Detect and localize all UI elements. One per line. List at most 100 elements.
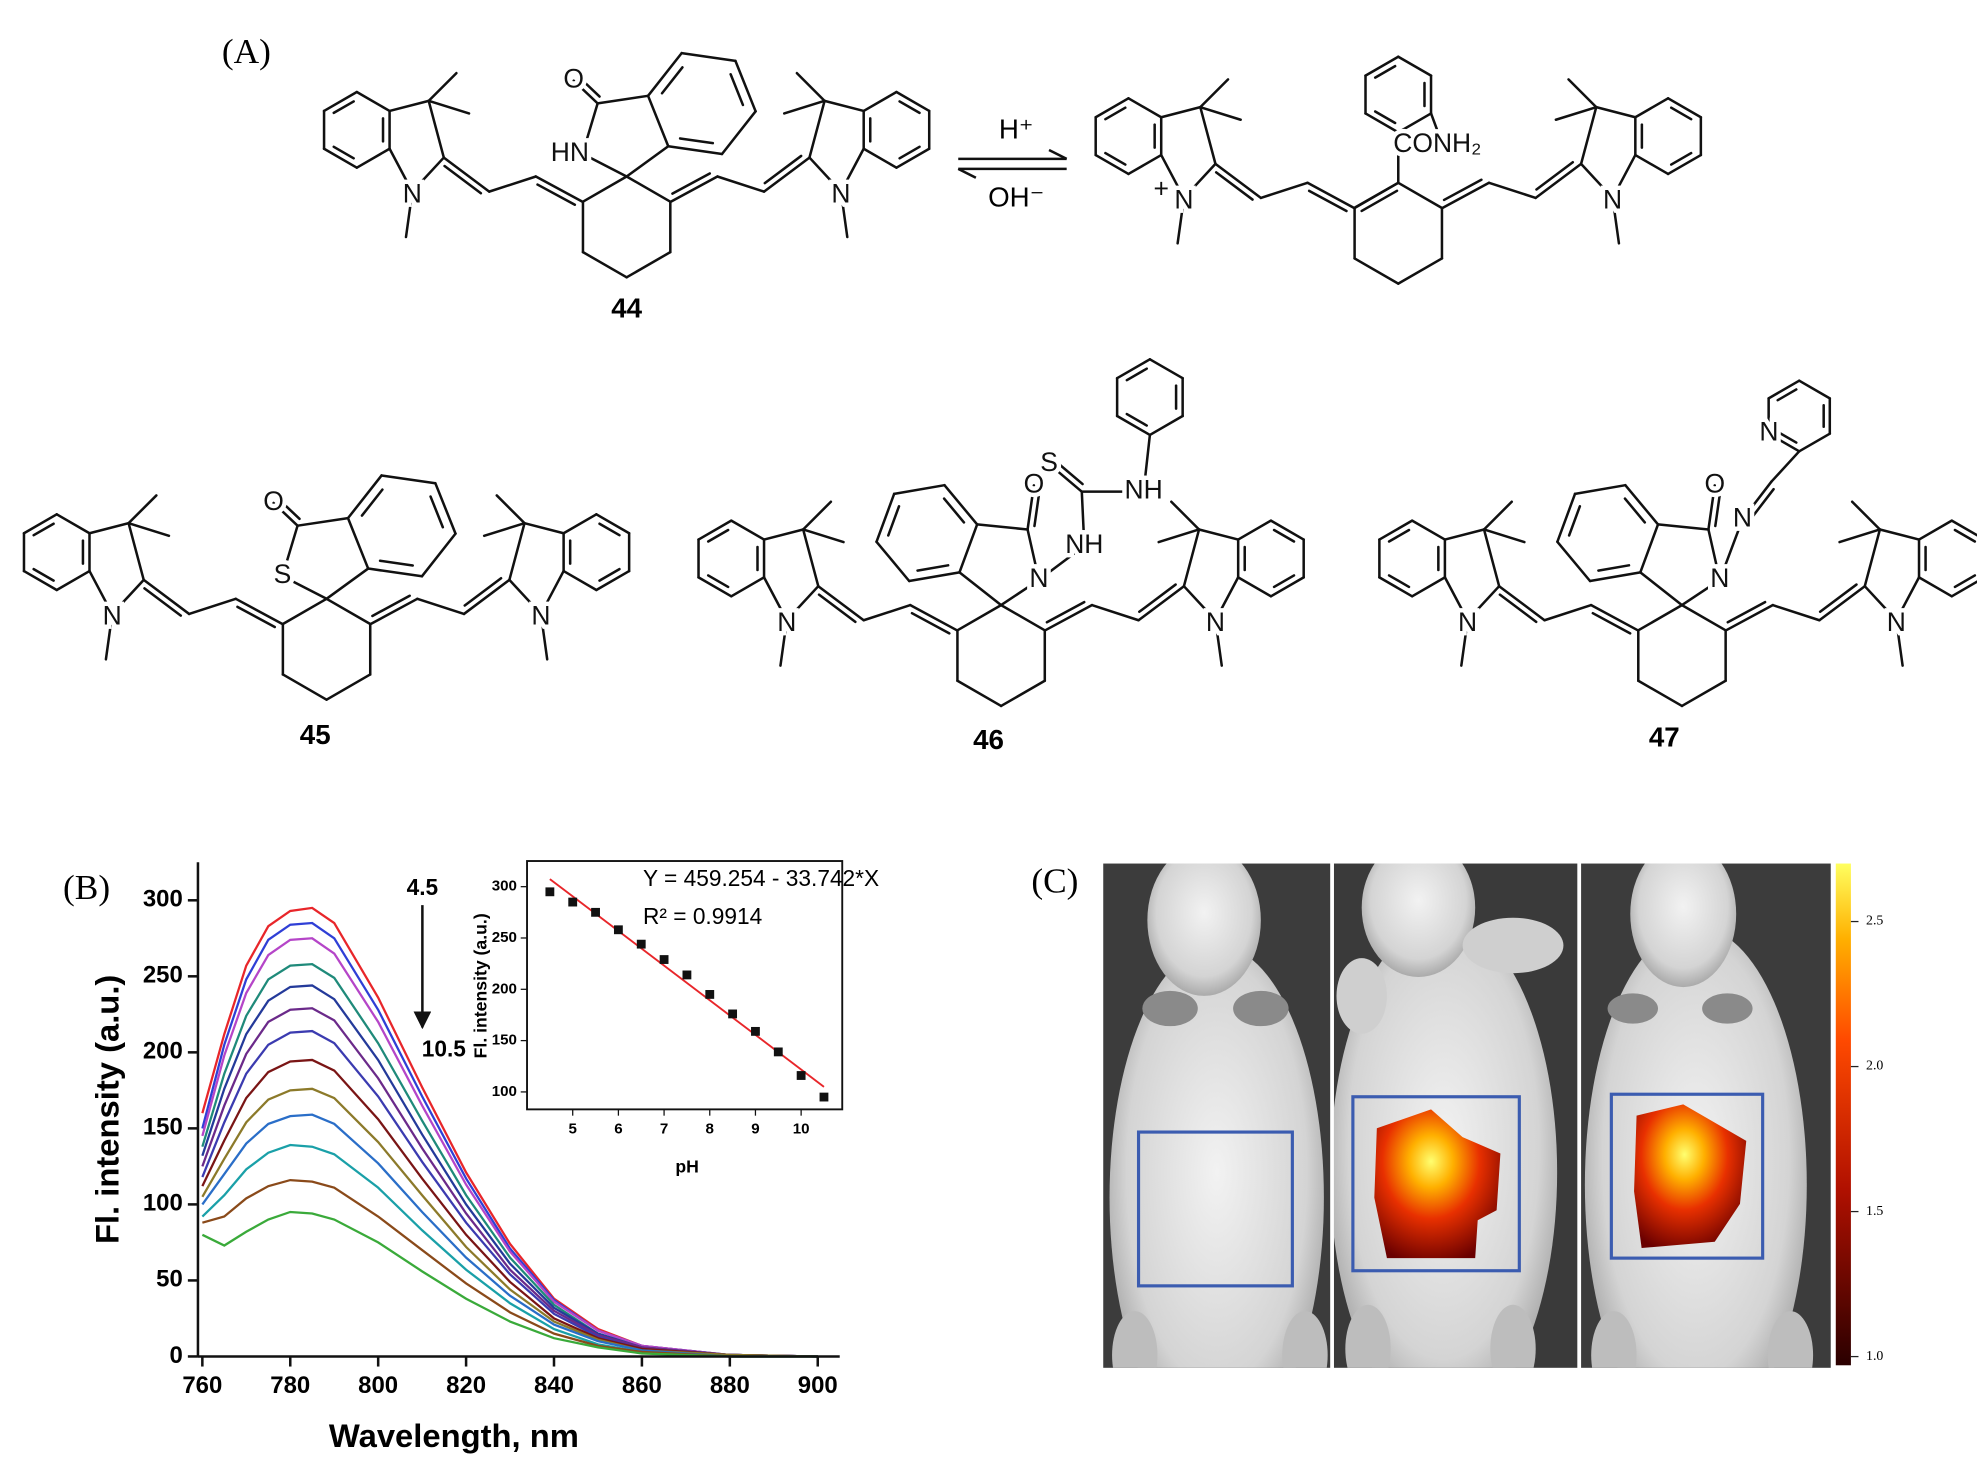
bond (369, 597, 419, 626)
y-tick-label: 150 (492, 1032, 517, 1049)
scatter-point (568, 897, 578, 907)
bond (975, 523, 1029, 531)
bond (332, 100, 355, 115)
bond (1588, 571, 1642, 583)
bond (817, 584, 865, 622)
bond (808, 156, 843, 193)
bond (322, 147, 359, 169)
bond (322, 90, 359, 113)
x-axis-title: pH (675, 1156, 699, 1176)
bond (1953, 574, 1977, 589)
atom-label: N (531, 601, 550, 631)
atom-label: N (1887, 607, 1906, 637)
bond (1142, 433, 1152, 493)
y-tick-label: 150 (143, 1114, 183, 1141)
bond (281, 524, 299, 578)
bond (1397, 181, 1444, 210)
bond (1634, 153, 1670, 176)
x-tick-label: 880 (710, 1372, 750, 1399)
x-tick-label: 860 (622, 1372, 662, 1399)
reagent: OH⁻ (988, 182, 1044, 213)
bond (1387, 574, 1411, 589)
atom-label: NH (1065, 529, 1103, 559)
bond (581, 102, 599, 156)
bond (1269, 576, 1305, 598)
bond (646, 94, 670, 148)
bond (1170, 500, 1201, 531)
bond (1148, 358, 1184, 380)
bond (1094, 153, 1130, 176)
bond (1917, 576, 1954, 598)
bond (1850, 500, 1882, 531)
atom-label: N (1174, 185, 1193, 215)
x-tick-label: 840 (534, 1372, 574, 1399)
bond (1441, 181, 1491, 210)
bond (1482, 500, 1514, 531)
bond (1443, 528, 1486, 541)
bond (127, 521, 145, 582)
atom-label: N (1710, 563, 1729, 593)
bond (1637, 603, 1684, 632)
bond (1776, 430, 1798, 444)
bond (1115, 414, 1152, 437)
bond (1771, 603, 1821, 622)
bond (1878, 528, 1921, 541)
bond (1047, 462, 1084, 493)
atom-label: O (563, 64, 584, 94)
r-squared: R² = 0.9914 (643, 903, 762, 929)
bond (1373, 64, 1397, 79)
bond (1611, 153, 1637, 200)
bond (1214, 162, 1263, 200)
atom-label: S (274, 559, 292, 589)
panel-label: (A) (222, 32, 271, 71)
bond (416, 597, 466, 616)
bond (581, 250, 628, 279)
bond (1045, 600, 1086, 624)
x-tick-label: 8 (706, 1121, 714, 1138)
spectrum-line (201, 1007, 818, 1358)
equation: Y = 459.254 - 33.742*X (643, 865, 879, 891)
bond (1387, 528, 1411, 543)
y-tick-label: 250 (143, 962, 183, 989)
bond (1579, 105, 1598, 166)
bond (1591, 611, 1632, 635)
bond (1567, 78, 1598, 109)
bond (332, 145, 355, 160)
spectrum-line (201, 1087, 818, 1358)
scatter-point (796, 1071, 806, 1080)
bond (427, 99, 471, 115)
bond (779, 618, 789, 667)
bond (706, 528, 730, 543)
bond (1741, 480, 1773, 521)
spectrum-line (202, 1178, 818, 1358)
bond (281, 574, 328, 601)
y-axis-title: Fl. intensity (a.u.) (89, 975, 126, 1244)
bond (380, 474, 437, 485)
scatter-point (682, 970, 692, 980)
bond (1680, 679, 1727, 708)
bond (1353, 257, 1400, 285)
atom-label: S (1040, 447, 1058, 477)
bond (892, 483, 946, 496)
bond (1125, 412, 1149, 427)
bond (1269, 519, 1305, 541)
bond (110, 578, 145, 616)
bond (1352, 181, 1400, 210)
colorbar-tick-label: 2.0 (1866, 1058, 1883, 1073)
bond (910, 611, 951, 635)
bond (581, 175, 628, 203)
scatter-point (545, 887, 555, 897)
bond (325, 673, 372, 701)
bond (55, 513, 91, 535)
x-tick-label: 820 (446, 1372, 486, 1399)
bond (782, 99, 826, 115)
bond (536, 183, 577, 206)
atom-label: N (1029, 563, 1048, 593)
bond (1199, 78, 1230, 109)
bond (1950, 519, 1977, 537)
bond (762, 528, 805, 541)
compound-number: 45 (300, 719, 331, 750)
bond (1214, 576, 1240, 622)
scatter-point (773, 1047, 783, 1057)
